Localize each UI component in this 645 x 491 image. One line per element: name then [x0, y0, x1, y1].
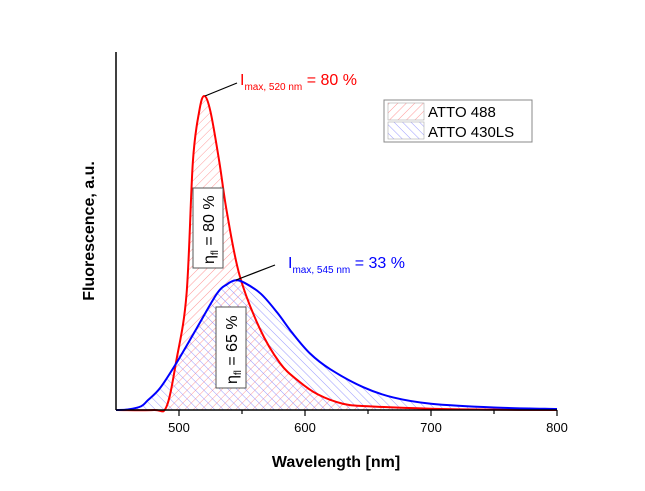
svg-text:ηfl = 65 %: ηfl = 65 %	[224, 315, 244, 384]
qy-box-atto488: ηfl = 80 %	[192, 187, 224, 269]
x-axis-label: Wavelength [nm]	[272, 454, 400, 471]
leader-line-blue	[235, 264, 276, 281]
qy-box-atto430ls: ηfl = 65 %	[215, 306, 247, 389]
x-tick-label: 500	[168, 420, 190, 435]
x-tick-label: 600	[294, 420, 316, 435]
x-tick-label: 700	[420, 420, 442, 435]
legend-swatch-atto488	[387, 102, 425, 121]
series-line-1	[115, 279, 558, 411]
legend-label-atto488: ATTO 488	[428, 104, 496, 121]
series-line-0	[115, 94, 558, 413]
leader-line-red	[204, 82, 238, 97]
y-axis-label: Fluorescence, a.u.	[81, 161, 98, 301]
legend-swatch-atto430ls	[387, 121, 425, 140]
legend: ATTO 488 ATTO 430LS	[383, 99, 533, 143]
legend-label-atto430ls: ATTO 430LS	[428, 124, 514, 141]
annotation-red: Imax, 520 nm = 80 %	[240, 72, 357, 93]
annotation-blue: Imax, 545 nm = 33 %	[288, 255, 405, 276]
svg-text:ηfl = 80 %: ηfl = 80 %	[201, 195, 221, 264]
x-tick-label: 800	[546, 420, 568, 435]
